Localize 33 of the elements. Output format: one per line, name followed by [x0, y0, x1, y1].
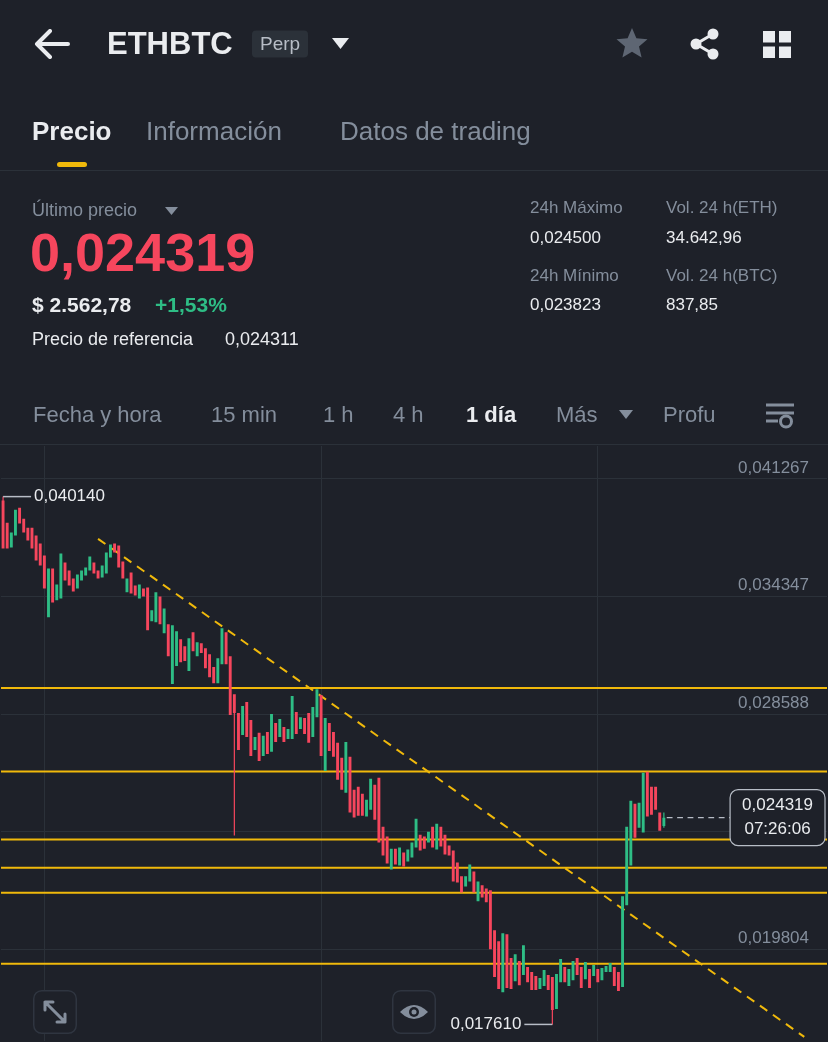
- text: 24h Mínimo: [530, 265, 619, 286]
- y-tick-label: 0,034347: [738, 575, 809, 595]
- text: 837,85: [666, 294, 718, 315]
- chart-subtitle: Perp: [252, 30, 309, 58]
- text: Precio de referencia: [32, 329, 194, 350]
- y-tick-label: 0,019804: [738, 927, 809, 947]
- annotation: 0,040140: [34, 486, 105, 506]
- text: Precio: [32, 115, 112, 146]
- text: $ 2.562,78: [32, 293, 132, 317]
- text: 4 h: [393, 401, 424, 428]
- text: Fecha y hora: [33, 401, 162, 428]
- ref-line-label: 0,024319 07:26:06: [742, 795, 813, 839]
- text: Profu: [663, 401, 716, 428]
- text: 0,024311: [225, 329, 299, 350]
- y-tick-label: 0,041267: [738, 457, 809, 477]
- text: Último precio: [32, 200, 138, 221]
- annotation: 0,017610: [450, 1014, 522, 1034]
- text: 1 día: [466, 401, 517, 428]
- text: Información: [146, 115, 282, 146]
- text: 1 h: [323, 401, 354, 428]
- text: Más: [556, 401, 598, 428]
- text: 24h Máximo: [530, 197, 623, 218]
- text: 0,024319: [30, 222, 256, 283]
- y-tick-label: 0,028588: [738, 692, 809, 712]
- text: Vol. 24 h(BTC): [666, 265, 778, 286]
- text: Datos de trading: [340, 115, 531, 146]
- chart-title: ETHBTC: [107, 25, 233, 62]
- text: +1,53%: [155, 293, 227, 317]
- text: 0,024500: [530, 227, 601, 248]
- text: 15 min: [211, 401, 278, 428]
- text: 0,023823: [530, 294, 601, 315]
- text: 34.642,96: [666, 227, 742, 248]
- text: Vol. 24 h(ETH): [666, 197, 778, 218]
